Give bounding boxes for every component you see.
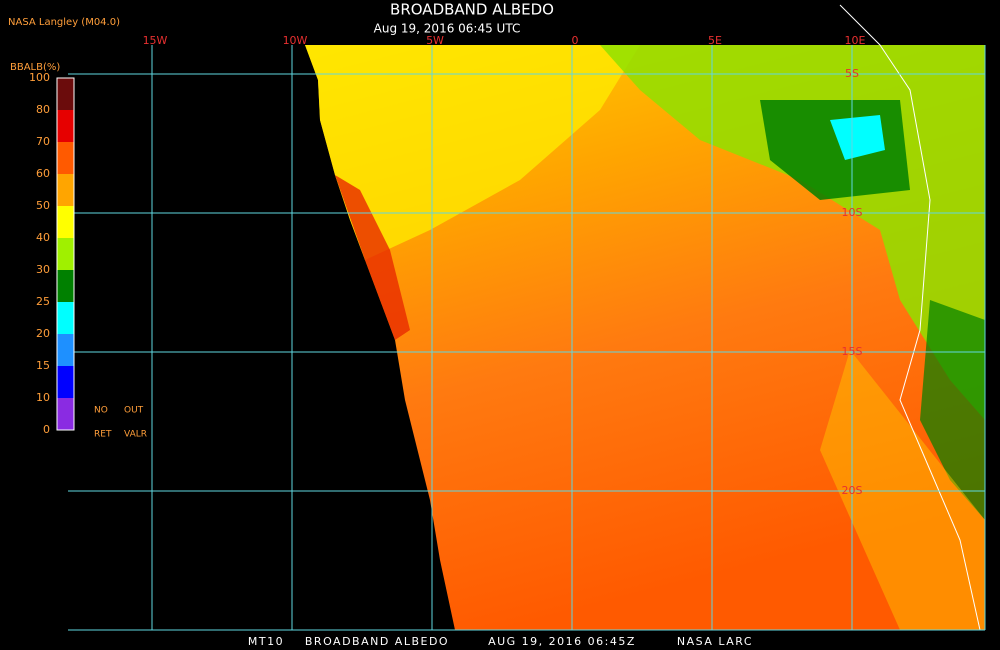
legend-frame: [56, 77, 75, 431]
footer-item: BROADBAND ALBEDO: [305, 635, 449, 648]
latitude-label: 10S: [842, 206, 863, 219]
footer-item: MT10: [248, 635, 284, 648]
legend-tick: 60: [36, 167, 50, 180]
source: NASA Langley (M04.0): [8, 17, 120, 28]
legend-swatch: [57, 398, 74, 430]
legend-swatch: [57, 174, 74, 206]
legend-tick: 70: [36, 135, 50, 148]
longitude-label: 5W: [426, 34, 444, 47]
legend-tick: 40: [36, 231, 50, 244]
legend-tick: 80: [36, 103, 50, 116]
footer-item: AUG 19, 2016 06:45Z: [488, 635, 636, 648]
legend-tick: 100: [29, 71, 50, 84]
legend-tick: 15: [36, 359, 50, 372]
cyan-patch: [830, 115, 885, 160]
latitude-label: 20S: [842, 484, 863, 497]
legend-swatch: [57, 366, 74, 398]
legend-note: OUT: [124, 406, 144, 416]
longitude-label: 15W: [143, 34, 168, 47]
legend-swatch: [57, 334, 74, 366]
coastline: [839, 4, 981, 631]
longitude-label: 10W: [283, 34, 308, 47]
legend-tick: 0: [43, 423, 50, 436]
latitude-label: 5S: [845, 67, 859, 80]
coastal-green: [920, 300, 985, 520]
legend-tick: 30: [36, 263, 50, 276]
legend-swatch: [57, 78, 74, 110]
legend-tick: 10: [36, 391, 50, 404]
legend-swatch: [57, 206, 74, 238]
legend-tick: 50: [36, 199, 50, 212]
longitude-label: 0: [572, 34, 579, 47]
longitude-label: 10E: [845, 34, 866, 47]
legend-swatch: [57, 270, 74, 302]
latitude-label: 15S: [842, 345, 863, 358]
coastal-yellow: [820, 350, 985, 630]
legend-note: RET: [94, 430, 112, 440]
title: BROADBAND ALBEDO: [390, 1, 554, 19]
legend-swatch: [57, 142, 74, 174]
longitude-label: 5E: [708, 34, 722, 47]
legend-swatch: [57, 238, 74, 270]
legend-note: NO: [94, 406, 108, 416]
red-edge: [335, 175, 410, 340]
subtitle: Aug 19, 2016 06:45 UTC: [374, 22, 521, 36]
graticule: [68, 45, 986, 631]
labels: 15W 10W 5W 0 5E 10E 5S 10S 15S 20S BROADBAND ALBED…: [8, 1, 866, 649]
legend-tick: 25: [36, 295, 50, 308]
legend-tick: 20: [36, 327, 50, 340]
legend-note: VALR: [124, 430, 147, 440]
imagery: [305, 4, 985, 631]
legend-swatch: [57, 110, 74, 142]
footer-item: NASA LARC: [677, 635, 753, 648]
legend-swatch: [57, 302, 74, 334]
yellow-zone: [305, 45, 640, 260]
legend-title: BBALB(%): [10, 62, 60, 73]
